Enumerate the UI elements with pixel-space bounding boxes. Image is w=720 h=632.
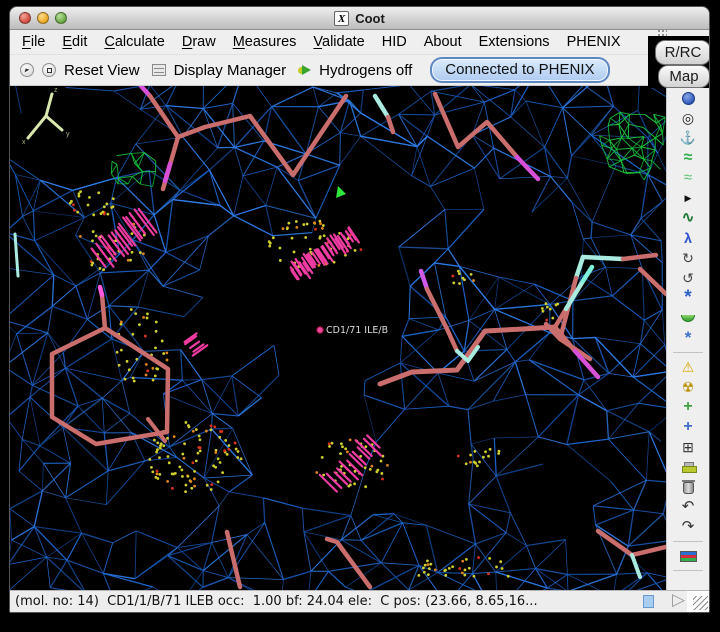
menu-calculate[interactable]: Calculate (104, 34, 165, 50)
rrc-button[interactable]: R/RC (655, 40, 709, 65)
brush-icon (681, 462, 697, 474)
flag-icon[interactable] (667, 546, 709, 566)
rotate-translate-icon[interactable]: λ (684, 230, 692, 246)
right-toolbar: ◎ ⚓ ≈ ≈ ▶ ∿ λ ↻ ↺ * * ⚠ ☢ + + ⊞ ↶ ↷ (666, 86, 709, 590)
recentre-icon[interactable]: ◎ (681, 110, 695, 126)
view-stop-button[interactable] (42, 63, 56, 77)
regularize-icon[interactable]: ≈ (683, 169, 693, 186)
back-arrow-icon (24, 68, 30, 74)
resize-corner (687, 591, 709, 612)
side-view-icon (681, 315, 695, 323)
stop-icon (46, 67, 52, 73)
rigid-body-fit-icon[interactable]: ∿ (681, 209, 695, 226)
svg-text:z: z (54, 87, 58, 94)
menu-measures[interactable]: Measures (232, 34, 297, 50)
redo-icon[interactable]: ↷ (681, 518, 695, 535)
warning-triangle-icon[interactable]: ⚠ (681, 359, 695, 375)
radiation-icon[interactable]: ☢ (681, 379, 695, 395)
auto-fit-rotamer-icon[interactable]: ↻ (682, 250, 694, 266)
status-text: (mol. no: 14) CD1/1/B/71 ILEB occ: 1.00 … (15, 594, 538, 609)
sidebar-separator (673, 541, 703, 542)
delete-icon[interactable] (667, 477, 709, 497)
view-prev-button[interactable] (20, 63, 34, 77)
hydrogens-icon (298, 65, 312, 75)
menu-extensions[interactable]: Extensions (478, 34, 550, 50)
map-button[interactable]: Map (658, 65, 709, 88)
go-button[interactable]: ▷ (672, 590, 686, 610)
titlebar[interactable]: X Coot (10, 7, 709, 30)
atom-label: CD1/71 ILE/B (326, 325, 388, 336)
content-row: x y z CD1/71 ILE/B ◎ ⚓ ≈ ≈ ▶ ∿ λ ↻ ↺ * * ⚠ ☢ + + ⊞ ↶ ↷ (10, 86, 709, 590)
display-manager-button[interactable]: Display Manager (173, 61, 287, 79)
add-terminal-residue-icon[interactable]: + (683, 398, 693, 415)
traffic-lights (19, 12, 67, 24)
delete-icon (681, 479, 695, 494)
svg-text:y: y (66, 131, 70, 138)
phenix-connected-button[interactable]: Connected to PHENIX (430, 57, 610, 83)
sidebar-separator (673, 570, 703, 571)
menu-phenix[interactable]: PHENIX (566, 34, 621, 50)
hydrogens-toggle[interactable]: Hydrogens off (319, 61, 413, 79)
brush-icon[interactable] (667, 457, 709, 477)
window-title-area: X Coot (10, 7, 709, 30)
real-space-refine-icon[interactable]: ≈ (683, 149, 693, 166)
close-button[interactable] (19, 12, 31, 24)
flip-sidechain-icon[interactable]: * (684, 328, 692, 347)
undo-icon[interactable]: ↶ (681, 498, 695, 515)
menu-draw[interactable]: Draw (181, 34, 216, 50)
menu-edit[interactable]: Edit (62, 34, 88, 50)
reset-view-button[interactable]: Reset View (64, 61, 140, 79)
sidebar-separator (673, 352, 703, 353)
window-title: Coot (355, 11, 385, 26)
rotamers-icon[interactable]: ↺ (682, 270, 694, 286)
flag-icon (679, 551, 697, 563)
play-icon[interactable]: ▶ (684, 193, 692, 203)
menu-about[interactable]: About (423, 34, 462, 50)
svg-text:x: x (22, 139, 26, 146)
statusbar: (mol. no: 14) CD1/1/B/71 ILEB occ: 1.00 … (10, 590, 709, 612)
coot-window: X Coot File Edit Calculate Draw Measures Vali… (9, 6, 710, 613)
add-atom-icon[interactable]: ⊞ (682, 439, 694, 455)
gl-canvas[interactable]: x y z CD1/71 ILE/B (10, 86, 666, 590)
toolbar: Reset View Display Manager Hydrogens off… (10, 54, 709, 86)
menubar: File Edit Calculate Draw Measures Validate HID… (10, 30, 709, 54)
status-scroll-indicator[interactable] (643, 595, 654, 608)
add-alt-conf-icon[interactable]: + (683, 418, 693, 435)
menu-validate[interactable]: Validate (313, 34, 365, 50)
menu-file[interactable]: File (22, 34, 46, 50)
globe-icon[interactable] (667, 88, 709, 108)
anchor-icon[interactable]: ⚓ (679, 130, 697, 145)
globe-icon (681, 92, 695, 106)
x11-icon: X (334, 11, 350, 26)
drag-grip[interactable] (657, 29, 667, 37)
resize-grip[interactable] (693, 596, 708, 610)
side-view-icon[interactable] (667, 308, 709, 328)
minimize-button[interactable] (37, 12, 49, 24)
density-mesh-scene[interactable]: x y z CD1/71 ILE/B (10, 86, 666, 590)
display-manager-icon (151, 64, 166, 76)
zoom-button[interactable] (55, 12, 67, 24)
menu-hid[interactable]: HID (381, 34, 407, 50)
edit-chi-angles-icon[interactable]: * (684, 287, 692, 308)
